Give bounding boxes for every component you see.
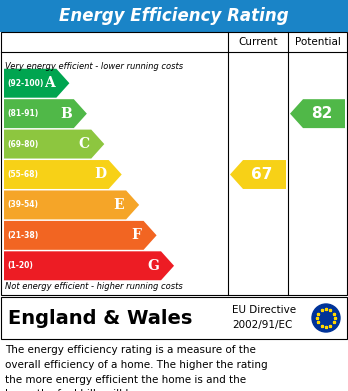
Text: G: G bbox=[147, 259, 159, 273]
Text: Not energy efficient - higher running costs: Not energy efficient - higher running co… bbox=[5, 282, 183, 291]
Text: EU Directive: EU Directive bbox=[232, 305, 296, 315]
Text: A: A bbox=[44, 76, 54, 90]
Text: England & Wales: England & Wales bbox=[8, 308, 192, 328]
Text: Current: Current bbox=[238, 37, 278, 47]
Text: Very energy efficient - lower running costs: Very energy efficient - lower running co… bbox=[5, 62, 183, 71]
Text: (55-68): (55-68) bbox=[7, 170, 38, 179]
Polygon shape bbox=[230, 160, 286, 189]
Circle shape bbox=[312, 304, 340, 332]
Bar bbox=[1, 32, 347, 295]
Text: B: B bbox=[60, 107, 72, 121]
Text: (92-100): (92-100) bbox=[7, 79, 44, 88]
Polygon shape bbox=[4, 190, 139, 219]
Text: (21-38): (21-38) bbox=[7, 231, 38, 240]
Polygon shape bbox=[4, 160, 122, 189]
Text: F: F bbox=[132, 228, 142, 242]
Text: Energy Efficiency Rating: Energy Efficiency Rating bbox=[59, 7, 289, 25]
Text: 2002/91/EC: 2002/91/EC bbox=[232, 320, 292, 330]
Text: 82: 82 bbox=[311, 106, 332, 121]
Text: (39-54): (39-54) bbox=[7, 201, 38, 210]
Text: (69-80): (69-80) bbox=[7, 140, 38, 149]
Text: D: D bbox=[95, 167, 107, 181]
Text: E: E bbox=[113, 198, 124, 212]
Text: C: C bbox=[78, 137, 89, 151]
Polygon shape bbox=[4, 99, 87, 128]
Bar bbox=[1, 297, 347, 339]
Bar bbox=[0, 0, 348, 32]
Text: (81-91): (81-91) bbox=[7, 109, 38, 118]
Polygon shape bbox=[4, 251, 174, 280]
Polygon shape bbox=[290, 99, 345, 128]
Polygon shape bbox=[4, 221, 157, 250]
Polygon shape bbox=[4, 129, 104, 158]
Text: The energy efficiency rating is a measure of the
overall efficiency of a home. T: The energy efficiency rating is a measur… bbox=[5, 345, 268, 391]
Text: Potential: Potential bbox=[295, 37, 341, 47]
Polygon shape bbox=[4, 69, 69, 98]
Text: (1-20): (1-20) bbox=[7, 261, 33, 270]
Text: 67: 67 bbox=[251, 167, 272, 182]
